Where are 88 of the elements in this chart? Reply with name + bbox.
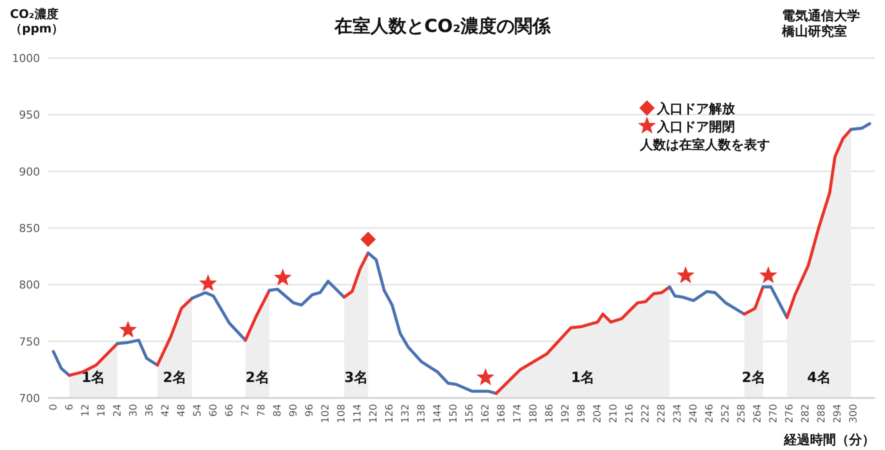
y-axis-title: CO₂濃度（ppm） xyxy=(10,7,64,36)
x-tick-label: 108 xyxy=(336,404,347,424)
point xyxy=(760,267,776,283)
x-tick-label: 288 xyxy=(816,404,828,424)
line-series xyxy=(366,251,498,395)
line-series xyxy=(668,285,746,316)
x-tick-label: 12 xyxy=(80,404,91,417)
x-axis-title: 経過時間（分） xyxy=(783,433,875,448)
y-tick-label: 850 xyxy=(19,222,40,235)
x-tick-label: 120 xyxy=(368,404,379,424)
x-tick-label: 42 xyxy=(160,404,171,417)
x-tick-label: 210 xyxy=(608,404,620,424)
x-tick-label: 228 xyxy=(656,404,668,424)
band-label: 3名 xyxy=(344,370,368,386)
x-tick-label: 150 xyxy=(448,404,459,424)
x-tick-label: 252 xyxy=(720,404,732,424)
x-tick-label: 264 xyxy=(752,404,764,424)
x-tick-label: 114 xyxy=(352,404,363,424)
band-label: 2名 xyxy=(742,370,766,386)
x-tick-label: 6 xyxy=(64,404,75,410)
x-tick-label: 24 xyxy=(112,404,123,417)
x-tick-label: 132 xyxy=(400,404,411,424)
y-tick-label: 750 xyxy=(19,335,40,348)
line-series xyxy=(268,280,346,307)
x-tick-label: 246 xyxy=(704,404,716,424)
line-series xyxy=(342,251,370,299)
x-tick-label: 180 xyxy=(528,404,540,424)
y-tick-label: 800 xyxy=(19,278,40,292)
line-series xyxy=(190,291,247,342)
x-tick-label: 162 xyxy=(480,404,492,424)
legend-label: 入口ドア解放 xyxy=(656,101,736,117)
x-tick-label: 270 xyxy=(768,404,780,424)
x-tick-label: 66 xyxy=(224,404,235,417)
x-tick-label: 282 xyxy=(800,404,812,424)
x-tick-label: 294 xyxy=(832,404,844,424)
x-tick-label: 72 xyxy=(240,404,251,417)
band-label: 1名 xyxy=(81,370,106,386)
x-tick-label: 192 xyxy=(560,404,572,424)
x-tick-label: 168 xyxy=(496,404,508,424)
x-tick-label: 276 xyxy=(784,404,796,424)
x-tick-label: 258 xyxy=(736,404,748,424)
x-tick-label: 96 xyxy=(304,404,315,417)
x-tick-label: 60 xyxy=(208,404,219,417)
x-tick-label: 78 xyxy=(256,404,267,417)
x-tick-label: 300 xyxy=(848,404,860,424)
point xyxy=(360,232,376,247)
x-tick-label: 186 xyxy=(544,404,556,424)
y-tick-label: 950 xyxy=(19,108,40,122)
y-tick-label: 1000 xyxy=(12,52,40,65)
line-series xyxy=(785,128,852,320)
x-tick-label: 0 xyxy=(48,404,59,410)
y-tick-label: 900 xyxy=(19,165,40,178)
x-tick-label: 84 xyxy=(272,404,283,417)
x-tick-label: 36 xyxy=(144,404,155,417)
band-label: 2名 xyxy=(246,370,270,386)
x-tick-label: 18 xyxy=(96,404,107,417)
point xyxy=(274,269,291,285)
x-tick-label: 54 xyxy=(192,404,203,417)
band-label: 4名 xyxy=(807,370,831,386)
chart-title: 在室人数とCO₂濃度の関係 xyxy=(333,16,552,37)
annotation: 人数は在室人数を表す xyxy=(639,137,770,153)
point xyxy=(120,322,136,337)
band-label: 2名 xyxy=(162,370,187,386)
line-series xyxy=(494,285,672,395)
line-series xyxy=(156,296,194,367)
y-tick-label: 700 xyxy=(19,392,40,405)
band-label: 1名 xyxy=(571,370,595,386)
x-tick-label: 222 xyxy=(640,404,652,424)
x-tick-label: 174 xyxy=(512,404,524,424)
point xyxy=(200,275,216,291)
point xyxy=(477,369,494,385)
x-tick-label: 234 xyxy=(672,404,684,424)
text: 電気通信大学橋山研究室 xyxy=(781,8,860,40)
x-tick-label: 198 xyxy=(576,404,588,424)
x-tick-label: 240 xyxy=(688,404,700,424)
point xyxy=(677,267,694,283)
x-tick-label: 102 xyxy=(320,404,331,424)
x-tick-label: 144 xyxy=(432,404,443,424)
x-tick-label: 138 xyxy=(416,404,427,424)
line-series xyxy=(116,338,159,367)
x-tick-label: 204 xyxy=(592,404,604,424)
x-tick-label: 30 xyxy=(128,404,139,417)
legend-label: 入口ドア開閉 xyxy=(656,119,735,135)
x-tick-label: 216 xyxy=(624,404,636,424)
x-tick-label: 156 xyxy=(464,404,476,424)
x-tick-label: 90 xyxy=(288,404,299,417)
x-tick-label: 126 xyxy=(384,404,395,424)
x-tick-label: 48 xyxy=(176,404,187,417)
